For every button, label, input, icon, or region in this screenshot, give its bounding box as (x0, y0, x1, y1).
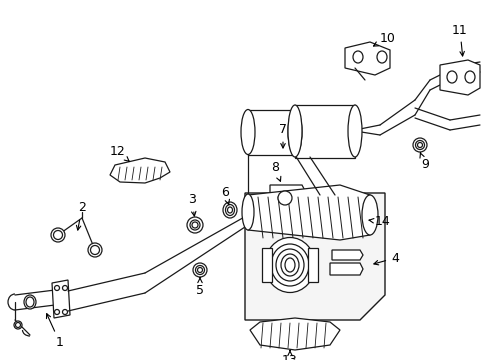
Ellipse shape (285, 258, 294, 272)
Ellipse shape (192, 222, 198, 228)
Ellipse shape (415, 140, 424, 149)
Ellipse shape (54, 310, 60, 315)
Ellipse shape (242, 194, 253, 230)
Ellipse shape (53, 230, 62, 239)
Text: 10: 10 (373, 31, 395, 46)
Text: 2: 2 (76, 202, 86, 230)
Text: 4: 4 (373, 252, 398, 265)
Text: 3: 3 (188, 193, 196, 216)
Ellipse shape (14, 321, 22, 329)
Ellipse shape (376, 51, 386, 63)
Ellipse shape (62, 310, 67, 315)
Polygon shape (294, 105, 354, 158)
Text: 14: 14 (368, 216, 390, 229)
Polygon shape (247, 110, 294, 155)
Text: 8: 8 (270, 162, 280, 181)
Ellipse shape (417, 143, 422, 148)
Ellipse shape (264, 238, 314, 292)
Ellipse shape (361, 195, 377, 235)
Text: 7: 7 (279, 123, 286, 148)
Ellipse shape (26, 297, 34, 307)
Text: 11: 11 (451, 23, 467, 56)
Ellipse shape (24, 295, 36, 309)
Ellipse shape (464, 71, 474, 83)
Polygon shape (307, 248, 317, 282)
Text: 1: 1 (46, 314, 64, 350)
Ellipse shape (227, 207, 232, 213)
Polygon shape (329, 263, 362, 275)
Polygon shape (269, 185, 309, 210)
Ellipse shape (287, 105, 302, 157)
Polygon shape (331, 250, 362, 260)
Ellipse shape (90, 246, 99, 255)
Polygon shape (52, 280, 70, 318)
Ellipse shape (54, 285, 60, 291)
Text: 5: 5 (196, 278, 203, 297)
Polygon shape (262, 248, 271, 282)
Ellipse shape (225, 204, 234, 216)
Ellipse shape (281, 254, 298, 276)
Ellipse shape (278, 191, 291, 205)
Ellipse shape (287, 109, 302, 154)
Polygon shape (439, 60, 479, 95)
Ellipse shape (347, 105, 361, 157)
Ellipse shape (88, 243, 102, 257)
Ellipse shape (195, 265, 204, 274)
Ellipse shape (16, 323, 20, 328)
Ellipse shape (193, 263, 206, 277)
Ellipse shape (352, 51, 362, 63)
Ellipse shape (190, 220, 200, 230)
Ellipse shape (62, 285, 67, 291)
Text: 12: 12 (110, 145, 129, 161)
Polygon shape (247, 185, 369, 240)
Polygon shape (110, 158, 170, 183)
Ellipse shape (186, 217, 203, 233)
Ellipse shape (412, 138, 426, 152)
Ellipse shape (241, 109, 254, 154)
Polygon shape (244, 193, 384, 320)
Ellipse shape (197, 267, 202, 273)
Ellipse shape (51, 228, 65, 242)
Ellipse shape (275, 249, 304, 281)
Polygon shape (345, 42, 389, 75)
Text: 13: 13 (282, 351, 297, 360)
Text: 6: 6 (221, 186, 229, 205)
Ellipse shape (446, 71, 456, 83)
Ellipse shape (270, 244, 308, 286)
Text: 9: 9 (419, 153, 428, 171)
Polygon shape (249, 318, 339, 350)
Ellipse shape (223, 202, 237, 218)
